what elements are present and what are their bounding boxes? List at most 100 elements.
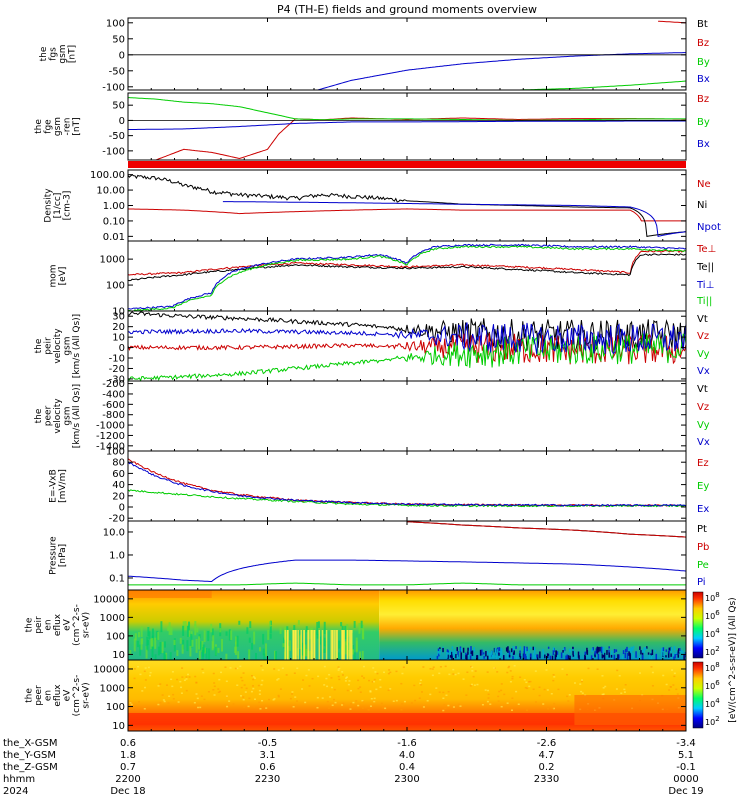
- ylabel-line: (cm^2-s-: [72, 675, 82, 717]
- ytick-label: 100: [106, 18, 125, 29]
- ytick-label: 1.0: [109, 550, 125, 561]
- ylabel-line: peir: [44, 337, 54, 355]
- legend-peir-Vz: Vz: [697, 331, 709, 342]
- ylabel-line: eflux: [53, 613, 63, 636]
- ytick-label: -30: [109, 374, 125, 385]
- series-efield-Ex: [127, 461, 687, 507]
- panel-frame: [127, 450, 687, 522]
- x-row-label: the_Z-GSM: [3, 762, 58, 773]
- legend-fgs-Bt: Bt: [697, 19, 708, 30]
- ylabel-line: [cm-3]: [63, 191, 73, 221]
- ylabel-line: the: [34, 119, 44, 134]
- ylabel-line: peer: [44, 405, 54, 426]
- ytick-label: 0.01: [103, 232, 125, 243]
- ytick-label: 30: [112, 312, 125, 323]
- ytick-label: -400: [102, 389, 125, 400]
- colorbar-tick: 106: [705, 679, 720, 691]
- x-tick-value: 2200: [115, 774, 140, 785]
- ytick-label: -800: [102, 410, 125, 421]
- series-fge-Bx: [128, 120, 686, 130]
- series-fgs-By: [518, 80, 687, 91]
- colorbar: 108 106 104 102 108 106 104 102 [eV/(cm^2-s-sr-e…: [692, 591, 738, 729]
- ytick-label: 0.1: [109, 573, 125, 584]
- ylabel-line: [mV/m]: [58, 469, 68, 503]
- ytick-label: 10000: [93, 594, 125, 605]
- ytick-label: 100: [106, 631, 125, 642]
- ylabel-line: the: [34, 408, 44, 423]
- ytick-label: -10: [109, 354, 125, 365]
- x-tick-value: 1.8: [120, 750, 136, 761]
- ylabel-line: eV: [63, 689, 73, 702]
- legend-fgs-Bx: Bx: [697, 74, 710, 85]
- series-pressure-Pe: [128, 582, 686, 586]
- series-peir-Vx: [127, 322, 687, 355]
- ytick-label: 0: [119, 503, 125, 514]
- ytick-label: 1000: [100, 683, 125, 694]
- panel-pressure: 10.0 1.0 0.1 Pressure [nPa] Pt Pb Pe Pi: [48, 520, 709, 591]
- ytick-label: 100: [106, 702, 125, 713]
- x-tick-value: 2300: [394, 774, 419, 785]
- x-tick-value: -0.1: [676, 762, 696, 773]
- ylabel-line: fge: [44, 119, 54, 134]
- colorbar-tick: 102: [705, 645, 720, 657]
- ytick-label: -600: [102, 400, 125, 411]
- ytick-label: 1.00: [103, 201, 125, 212]
- panel-frame: [127, 17, 687, 91]
- ytick-label: 50: [112, 34, 125, 45]
- ylabel-line: (cm^2-s-: [72, 604, 82, 646]
- ylabel-line: [nT]: [72, 117, 82, 135]
- x-tick-value: 2230: [255, 774, 280, 785]
- series-peir-Vt: [127, 311, 687, 352]
- ytick-label: -1000: [96, 421, 125, 432]
- ylabel-line: [1/cc]: [53, 193, 63, 219]
- x-tick-value: Dec 19: [668, 786, 703, 797]
- ylabel-line: Pressure: [48, 536, 58, 575]
- ylabel-line: the: [25, 688, 35, 703]
- series-fge-Bz: [128, 117, 686, 161]
- ytick-label: -50: [109, 131, 125, 142]
- ytick-label: 40: [112, 480, 125, 491]
- ylabel-line: gsm: [53, 117, 63, 136]
- ytick-label: 10.00: [96, 186, 125, 197]
- colorbar-tick: 106: [705, 609, 720, 621]
- ytick-label: -20: [109, 364, 125, 375]
- x-tick-value: -1.6: [397, 738, 417, 749]
- series-density-Npot: [222, 201, 687, 238]
- legend-pressure-Pe: Pe: [697, 560, 709, 571]
- legend-peer-Vz: Vz: [697, 402, 709, 413]
- legend-fgs-Bz: Bz: [697, 38, 709, 49]
- legend-temperature-Ti: Ti⊥: [696, 280, 714, 291]
- series-pressure-Pb: [406, 521, 687, 538]
- ytick-label: -1200: [96, 431, 125, 442]
- legend-efield-Ez: Ez: [697, 458, 709, 469]
- ylabel-line: E=-VxB: [48, 469, 58, 503]
- ytick-label: 1000: [100, 255, 125, 266]
- legend-pressure-Pb: Pb: [697, 542, 709, 553]
- ytick-label: 60: [112, 469, 125, 480]
- panel-frame: [127, 240, 687, 312]
- series-temperature-Te: [127, 253, 687, 282]
- series-density-Ni: [127, 174, 687, 238]
- panel-frame: [127, 169, 687, 242]
- colorbar-tick: 104: [705, 627, 720, 639]
- x-tick-value: 3.1: [260, 750, 276, 761]
- colorbar-tick: 102: [705, 715, 720, 727]
- ylabel-line: velocity: [53, 328, 63, 364]
- ytick-label: -50: [109, 66, 125, 77]
- panel-peer_spec: 10000 1000 100 10 the peer en eflux eV (cm^2-s-sr…: [25, 659, 687, 732]
- ylabel-line: Density: [44, 188, 54, 223]
- legend-efield-Ex: Ex: [697, 504, 709, 515]
- ytick-label: 10.0: [103, 527, 125, 538]
- x-row-label: the_Y-GSM: [3, 750, 56, 761]
- legend-peer-Vx: Vx: [697, 437, 710, 448]
- series-density-Ne: [127, 208, 686, 222]
- colorbar-label: [eV/(cm^2-s-sr-eV)] (All Qs): [728, 597, 738, 722]
- colorbar-tick: 108: [705, 661, 720, 673]
- ytick-label: -100: [102, 146, 125, 157]
- ytick-label: -200: [102, 379, 125, 390]
- panel-fge: 50 0 -50 -100 the fge gsm -ren [nT] Bz By Bx: [34, 92, 710, 161]
- series-temperature-Te: [127, 249, 687, 276]
- ytick-label: 50: [112, 101, 125, 112]
